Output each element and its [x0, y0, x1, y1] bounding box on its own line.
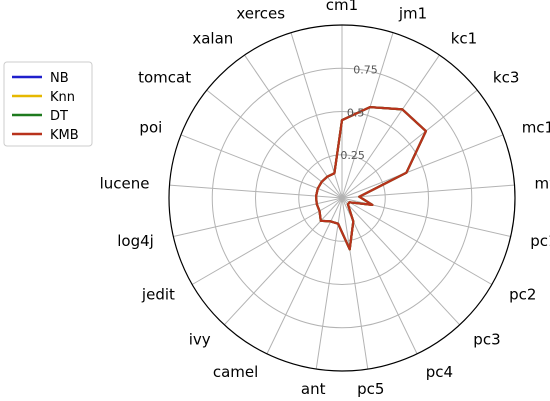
grid-ring-1	[255, 111, 429, 285]
radar-series	[315, 105, 427, 251]
category-label-tomcat: tomcat	[138, 69, 191, 87]
tick-label-1: 0.5	[347, 107, 365, 120]
category-label-camel: camel	[213, 363, 258, 381]
category-label-pc3: pc3	[473, 331, 500, 349]
category-label-pc4: pc4	[426, 363, 453, 381]
legend-label-KMB: KMB	[50, 128, 79, 143]
legend: NB Knn DT KMB	[3, 61, 93, 147]
series-Knn	[315, 105, 427, 251]
category-label-xerces: xerces	[236, 5, 285, 23]
category-label-ant: ant	[301, 380, 326, 398]
category-label-jm1: jm1	[398, 5, 427, 23]
category-labels: cm1 jm1 kc1 kc3 mc1 mw1 pc1 pc2 pc3 pc4 pc5 ant came…	[100, 0, 550, 398]
category-label-ivy: ivy	[189, 331, 211, 349]
grid-ring-0	[298, 154, 386, 242]
category-label-jedit: jedit	[141, 286, 175, 304]
legend-box	[3, 61, 93, 147]
category-label-poi: poi	[139, 119, 162, 137]
series-NB	[315, 105, 427, 251]
category-label-cm1: cm1	[326, 0, 358, 14]
series-KMB	[315, 105, 427, 251]
category-label-log4j: log4j	[117, 232, 154, 250]
radial-ticks: 0.25 0.5 0.75	[340, 64, 377, 163]
category-label-mw1: mw1	[535, 175, 550, 193]
category-label-kc3: kc3	[493, 69, 519, 87]
category-label-xalan: xalan	[192, 30, 233, 48]
series-DT	[315, 105, 427, 251]
category-label-lucene: lucene	[100, 175, 150, 193]
category-label-kc1: kc1	[451, 30, 477, 48]
category-label-pc1: pc1	[530, 232, 550, 250]
legend-label-NB: NB	[50, 71, 69, 86]
category-label-pc2: pc2	[509, 286, 536, 304]
radar-grid	[168, 24, 516, 372]
legend-label-Knn: Knn	[50, 90, 75, 105]
outer-ring	[168, 24, 516, 372]
tick-label-2: 0.75	[353, 64, 378, 77]
category-label-pc5: pc5	[357, 380, 384, 398]
category-label-mc1: mc1	[522, 119, 550, 137]
legend-label-DT: DT	[50, 109, 68, 124]
tick-label-0: 0.25	[340, 149, 365, 162]
grid-ring-2	[211, 67, 473, 329]
